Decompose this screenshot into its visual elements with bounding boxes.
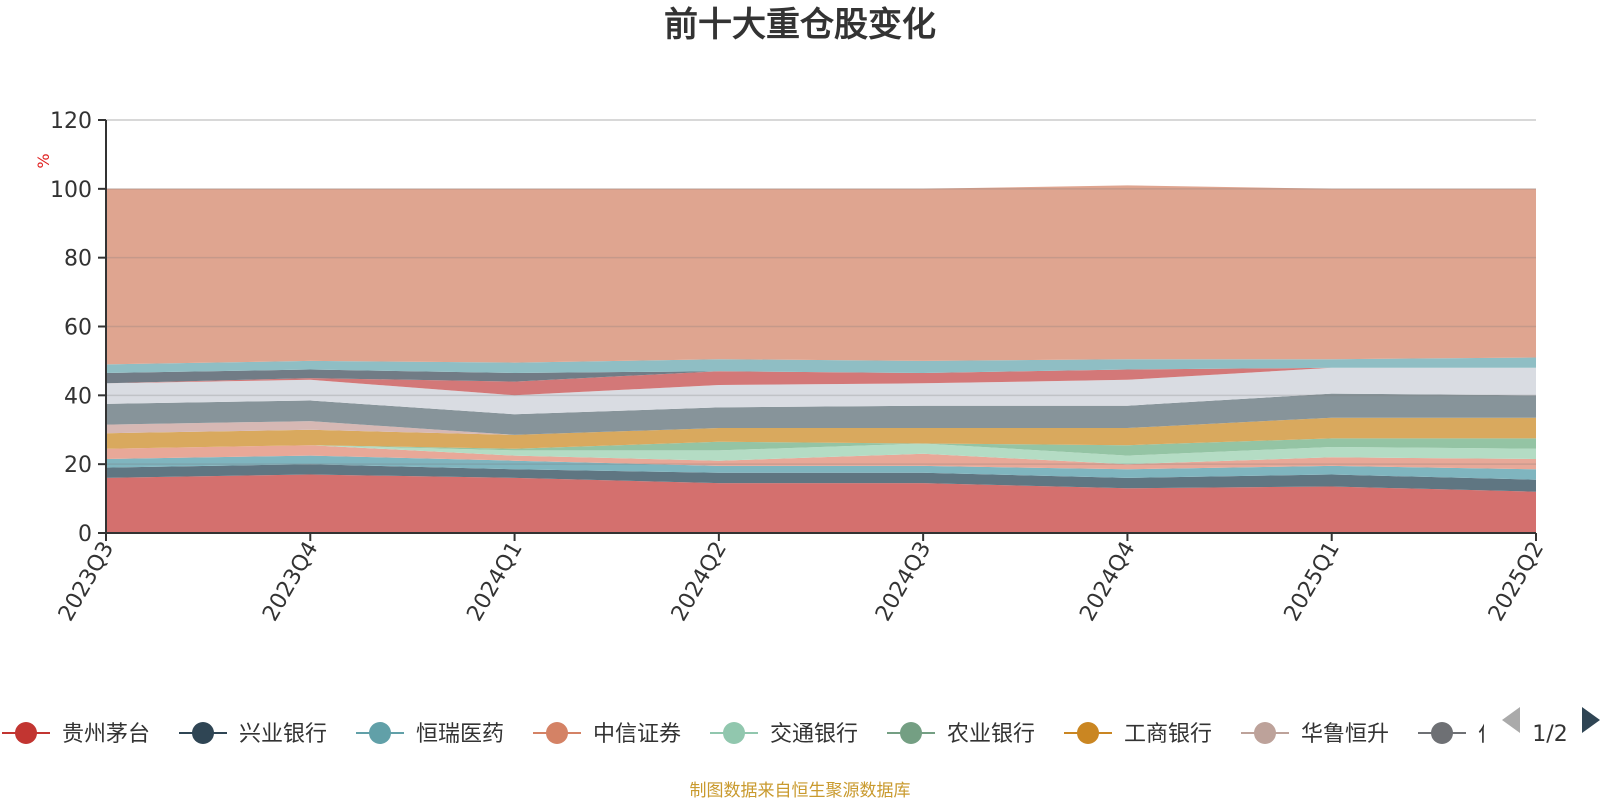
y-tick-label: 60 xyxy=(64,316,92,341)
area-series-11 xyxy=(106,367,1536,384)
y-tick-label: 120 xyxy=(50,109,92,134)
chart-title: 前十大重仓股变化 xyxy=(664,5,936,45)
legend-item[interactable]: 农业银行 xyxy=(887,722,1035,747)
x-tick-label: 2023Q4 xyxy=(258,538,323,626)
legend-prev-page-icon[interactable] xyxy=(1502,707,1520,733)
legend-label: 恒瑞医药 xyxy=(416,722,504,747)
legend-circle-marker xyxy=(15,722,37,744)
legend-circle-marker xyxy=(192,722,214,744)
x-tick-label: 2024Q2 xyxy=(667,538,732,626)
y-axis-unit-label: % xyxy=(34,153,53,168)
area-series-4 xyxy=(106,443,1536,465)
legend-label: 农业银行 xyxy=(947,722,1035,747)
legend-item[interactable]: 中信证券 xyxy=(533,722,681,747)
axes xyxy=(98,119,1537,541)
legend-label: 兴业银行 xyxy=(239,722,327,747)
legend-circle-marker xyxy=(900,722,922,744)
legend-label: 华鲁恒升 xyxy=(1301,722,1389,747)
legend-item[interactable]: 贵州茅台 xyxy=(2,722,150,747)
x-tick-label: 2024Q4 xyxy=(1075,538,1140,626)
legend-circle-marker xyxy=(1431,722,1453,744)
legend-circle-marker xyxy=(723,722,745,744)
legend-item[interactable]: 兴业银行 xyxy=(179,722,327,747)
y-tick-label: 0 xyxy=(78,522,92,547)
legend-pager: 1/2 xyxy=(1502,707,1600,747)
legend-label: 贵州茅台 xyxy=(62,722,150,747)
grid-lines xyxy=(106,119,1536,465)
area-series-9 xyxy=(106,367,1536,415)
legend-item[interactable]: 恒瑞医药 xyxy=(356,722,504,747)
legend-item[interactable]: 仁 xyxy=(1418,722,1500,747)
y-tick-label: 20 xyxy=(64,453,92,478)
legend-label: 交通银行 xyxy=(770,722,858,747)
legend-label: 中信证券 xyxy=(593,722,681,747)
area-series-2 xyxy=(106,455,1536,480)
x-tick-labels: 2023Q3 2023Q4 2024Q1 2024Q2 2024Q3 2024Q4 2025… xyxy=(54,538,1549,626)
legend-next-page-icon[interactable] xyxy=(1582,707,1600,733)
legend-page-indicator: 1/2 xyxy=(1532,722,1567,747)
y-tick-label: 100 xyxy=(50,178,92,203)
legend-item[interactable]: 工商银行 xyxy=(1064,722,1212,747)
y-tick-label: 40 xyxy=(64,384,92,409)
area-series-8 xyxy=(106,393,1536,435)
legend-circle-marker xyxy=(1254,722,1276,744)
y-tick-labels: 0 20 40 60 80 100 120 xyxy=(50,109,92,547)
legend: 贵州茅台 兴业银行 恒瑞医药 中信证券 交通银行 农业银行 工商银行 华鲁恒升 仁 xyxy=(2,722,1500,747)
legend-circle-marker xyxy=(546,722,568,744)
area-series-6 xyxy=(106,417,1536,449)
stacked-areas xyxy=(106,185,1536,533)
x-tick-label: 2024Q1 xyxy=(462,538,527,626)
legend-label: 工商银行 xyxy=(1124,722,1212,747)
x-tick-label: 2023Q3 xyxy=(54,538,119,626)
y-tick-label: 80 xyxy=(64,247,92,272)
legend-circle-marker xyxy=(1077,722,1099,744)
legend-item[interactable]: 交通银行 xyxy=(710,722,858,747)
legend-circle-marker xyxy=(369,722,391,744)
area-series-5 xyxy=(106,438,1536,456)
x-tick-label: 2024Q3 xyxy=(871,538,936,626)
area-series-1 xyxy=(106,464,1536,492)
area-series-13 xyxy=(106,185,1536,365)
legend-item[interactable]: 华鲁恒升 xyxy=(1241,722,1389,747)
legend-label: 仁 xyxy=(1478,722,1500,747)
area-series-0 xyxy=(106,474,1536,533)
area-series-10 xyxy=(106,367,1536,396)
x-tick-label: 2025Q1 xyxy=(1280,538,1345,626)
x-tick-label: 2025Q2 xyxy=(1484,538,1549,626)
data-source-note: 制图数据来自恒生聚源数据库 xyxy=(690,781,911,800)
area-series-12 xyxy=(106,357,1536,373)
